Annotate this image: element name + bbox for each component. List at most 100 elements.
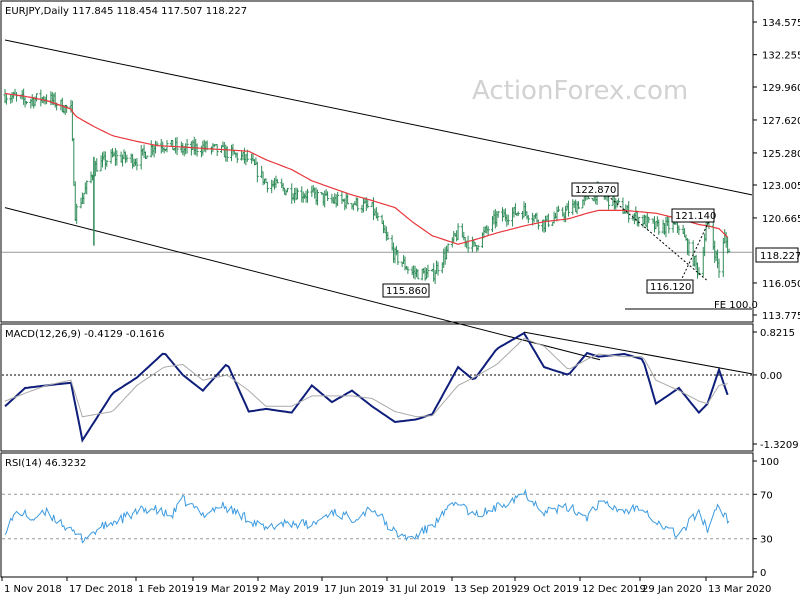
ohlc-bar xyxy=(406,266,410,274)
ohlc-bar xyxy=(546,213,550,228)
x-tick-label: 17 Dec 2018 xyxy=(69,584,133,595)
x-tick-label: 13 Mar 2020 xyxy=(708,584,771,595)
price-y-tick-label: 123.005 xyxy=(762,181,800,192)
ohlc-bar xyxy=(195,143,199,157)
ohlc-bar xyxy=(145,155,149,159)
price-annotation-label: 115.860 xyxy=(386,286,427,297)
x-tick-label: 19 Mar 2019 xyxy=(195,584,258,595)
x-tick-label: 1 Nov 2018 xyxy=(4,584,62,595)
ohlc-bar xyxy=(285,187,289,193)
ohlc-bar xyxy=(496,210,500,218)
macd-trendline xyxy=(523,331,753,375)
price-annotation-box xyxy=(671,208,715,223)
price-annotation-label: 122.870 xyxy=(575,185,616,196)
ohlc-bar xyxy=(386,231,390,241)
price-y-tick-label: 116.050 xyxy=(762,279,800,290)
ohlc-bar xyxy=(576,201,580,210)
ohlc-bar xyxy=(85,180,89,195)
channel-lower-line xyxy=(4,207,601,361)
rsi-line xyxy=(4,488,730,544)
price-annotation-box xyxy=(571,182,619,197)
ohlc-bar xyxy=(115,150,119,166)
price-y-tick-label: 125.280 xyxy=(762,149,800,160)
ohlc-bar xyxy=(135,157,139,171)
ohlc-bar xyxy=(536,219,540,230)
price-annotation: 116.120 xyxy=(646,279,694,294)
ohlc-bar xyxy=(306,188,310,203)
ohlc-bar xyxy=(657,219,661,235)
last-price-label: 118.227 xyxy=(760,251,800,262)
ohlc-bar xyxy=(627,201,631,223)
price-y-tick-label: 127.620 xyxy=(762,116,800,127)
ohlc-bar xyxy=(376,212,380,221)
ohlc-bar xyxy=(265,181,269,193)
ohlc-bar xyxy=(526,215,530,224)
price-annotation: 115.860 xyxy=(382,283,430,298)
ohlc-bar xyxy=(4,94,8,105)
ohlc-bar xyxy=(727,248,731,253)
macd-panel-title: MACD(12,26,9) -0.4129 -0.1616 xyxy=(5,329,165,340)
rsi-panel-title: RSI(14) 46.3232 xyxy=(5,458,86,469)
ohlc-bar xyxy=(667,217,671,234)
ohlc-bar xyxy=(105,159,109,167)
ohlc-bar xyxy=(95,158,99,172)
price-y-tick-label: 113.775 xyxy=(762,311,800,322)
ohlc-bar xyxy=(225,146,229,162)
ohlc-bar xyxy=(436,261,440,276)
ohlc-bar xyxy=(516,211,520,217)
x-tick-label: 29 Jan 2020 xyxy=(642,584,702,595)
ohlc-bar xyxy=(255,161,259,183)
ohlc-bar xyxy=(486,226,490,236)
channel-upper-line xyxy=(4,39,753,196)
price-y-tick-label: 120.665 xyxy=(762,214,800,225)
x-tick-label: 29 Oct 2019 xyxy=(517,584,579,595)
ohlc-bar xyxy=(617,198,621,204)
macd-panel: MACD(12,26,9) -0.4129 -0.1616 0.8215 0.00… xyxy=(0,323,799,452)
price-panel: ActionForex.com EURJPY,Daily 117.845 118… xyxy=(0,0,800,361)
last-price-box xyxy=(755,247,799,263)
ohlc-bar xyxy=(717,258,721,278)
watermark: ActionForex.com xyxy=(472,76,688,106)
ohlc-bar xyxy=(446,243,450,253)
x-tick-label: 2 May 2019 xyxy=(260,584,319,595)
rsi-y-tick-label: 100 xyxy=(760,457,779,468)
macd-y-tick-label: 0.8215 xyxy=(760,328,795,339)
ohlc-bar xyxy=(366,199,370,209)
moving-average-line xyxy=(4,92,729,245)
price-annotation-label: 121.140 xyxy=(675,211,716,222)
x-axis: 1 Nov 2018 17 Dec 2018 1 Feb 2019 19 Mar 20… xyxy=(1,577,771,595)
ohlc-bar xyxy=(235,152,239,164)
price-y-tick-label: 132.255 xyxy=(762,51,800,62)
rsi-y-tick-label: 30 xyxy=(760,535,773,546)
ohlc-bar xyxy=(426,264,430,278)
ohlc-bar xyxy=(687,239,691,256)
rsi-panel: RSI(14) 46.3232 100 70 30 0 xyxy=(0,452,779,579)
ohlc-bar xyxy=(506,214,510,225)
x-tick-label: 17 Jun 2019 xyxy=(324,584,384,595)
x-tick-label: 12 Dec 2019 xyxy=(582,584,646,595)
x-tick-label: 31 Jul 2019 xyxy=(389,584,446,595)
ohlc-bar xyxy=(556,205,560,213)
price-panel-title: EURJPY,Daily 117.845 118.454 117.507 118… xyxy=(5,6,247,17)
x-tick-label: 13 Sep 2019 xyxy=(454,584,517,595)
macd-y-tick-label: -1.3209 xyxy=(760,440,799,451)
price-annotation: 121.140 xyxy=(671,208,716,223)
x-tick-label: 1 Feb 2019 xyxy=(138,584,194,595)
rsi-y-tick-label: 0 xyxy=(760,568,766,579)
price-y-tick-label: 134.575 xyxy=(762,18,800,29)
ohlc-bar xyxy=(566,200,570,217)
ohlc-bar xyxy=(275,179,279,184)
ohlc-bar xyxy=(396,249,400,265)
price-annotation: 122.870 xyxy=(571,182,619,197)
ohlc-bar xyxy=(295,188,299,200)
macd-y-tick-label: 0.00 xyxy=(760,371,782,382)
ohlc-bar xyxy=(456,223,460,241)
ohlc-bar xyxy=(326,191,330,201)
ohlc-bar xyxy=(677,225,681,236)
price-annotation-label: 116.120 xyxy=(650,282,691,293)
ohlc-bar xyxy=(215,144,219,157)
ohlc-bar xyxy=(346,194,350,205)
ohlc-bar xyxy=(25,101,29,105)
ohlc-bar xyxy=(356,197,360,212)
